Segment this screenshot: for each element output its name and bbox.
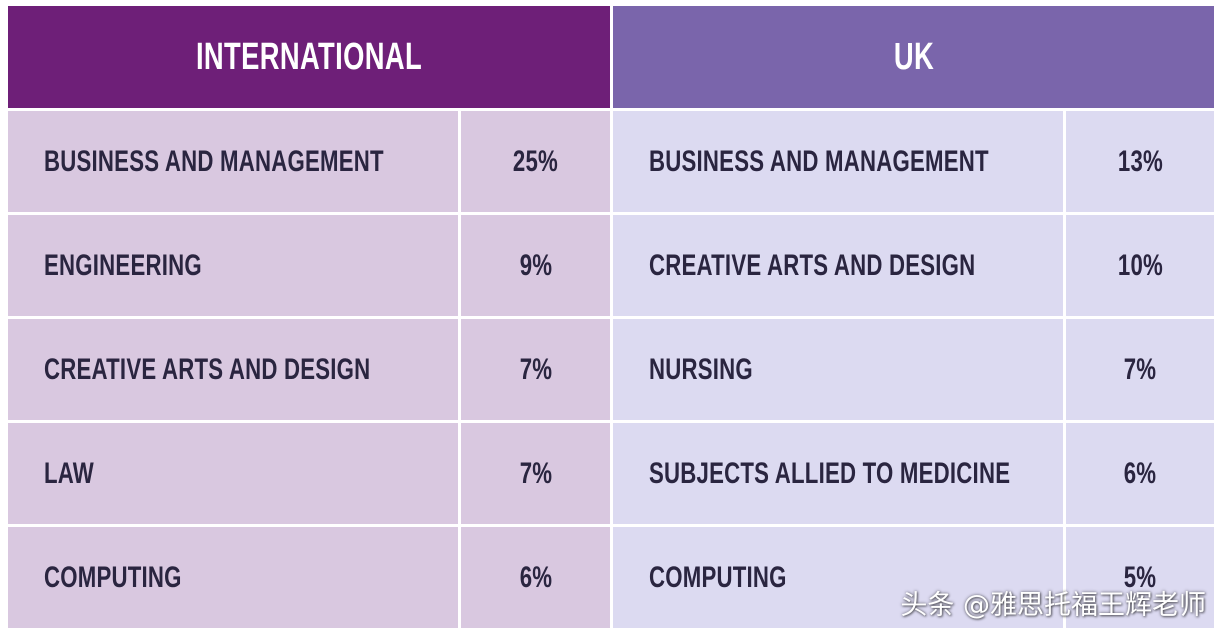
international-share-cell: 7% xyxy=(461,423,610,524)
subject-label: LAW xyxy=(44,456,94,490)
uk-row: BUSINESS AND MANAGEMENT 13% xyxy=(613,111,1214,212)
uk-subject-cell: CREATIVE ARTS AND DESIGN xyxy=(613,215,1063,316)
uk-row: SUBJECTS ALLIED TO MEDICINE 6% xyxy=(613,423,1214,524)
international-heading: INTERNATIONAL xyxy=(195,35,423,78)
uk-share-cell: 7% xyxy=(1066,319,1214,420)
international-subject-cell: ENGINEERING xyxy=(8,215,458,316)
international-subject-cell: BUSINESS AND MANAGEMENT xyxy=(8,111,458,212)
international-row: CREATIVE ARTS AND DESIGN 7% xyxy=(8,319,610,420)
share-value: 10% xyxy=(1117,248,1163,282)
uk-subject-cell: COMPUTING xyxy=(613,527,1063,628)
international-row: BUSINESS AND MANAGEMENT 25% xyxy=(8,111,610,212)
international-share-cell: 6% xyxy=(461,527,610,628)
share-value: 6% xyxy=(519,560,552,594)
uk-share-cell: 6% xyxy=(1066,423,1214,524)
international-share-cell: 9% xyxy=(461,215,610,316)
subject-table: INTERNATIONAL BUSINESS AND MANAGEMENT 25%… xyxy=(8,6,1214,630)
share-value: 9% xyxy=(519,248,552,282)
share-value: 25% xyxy=(512,144,559,178)
subject-label: CREATIVE ARTS AND DESIGN xyxy=(649,248,976,282)
share-value: 6% xyxy=(1123,456,1157,490)
uk-row: CREATIVE ARTS AND DESIGN 10% xyxy=(613,215,1214,316)
international-subject-cell: CREATIVE ARTS AND DESIGN xyxy=(8,319,458,420)
subject-label: CREATIVE ARTS AND DESIGN xyxy=(44,352,371,386)
subject-label: SUBJECTS ALLIED TO MEDICINE xyxy=(649,456,1011,490)
uk-subject-cell: BUSINESS AND MANAGEMENT xyxy=(613,111,1063,212)
share-value: 5% xyxy=(1123,560,1157,594)
uk-share-cell: 13% xyxy=(1066,111,1214,212)
international-row: ENGINEERING 9% xyxy=(8,215,610,316)
international-share-cell: 7% xyxy=(461,319,610,420)
international-row: LAW 7% xyxy=(8,423,610,524)
watermark-text: 头条 @雅思托福王辉老师 xyxy=(900,590,1206,621)
subject-label: BUSINESS AND MANAGEMENT xyxy=(649,144,989,178)
uk-row: COMPUTING 5% xyxy=(613,527,1214,628)
share-value: 7% xyxy=(1123,352,1157,386)
subject-label: COMPUTING xyxy=(44,560,182,594)
uk-row: NURSING 7% xyxy=(613,319,1214,420)
subject-label: ENGINEERING xyxy=(44,248,202,282)
share-value: 13% xyxy=(1117,144,1163,178)
subject-label: BUSINESS AND MANAGEMENT xyxy=(44,144,384,178)
subject-label: NURSING xyxy=(649,352,753,386)
international-header: INTERNATIONAL xyxy=(8,6,610,108)
uk-subject-cell: SUBJECTS ALLIED TO MEDICINE xyxy=(613,423,1063,524)
uk-share-cell: 5% xyxy=(1066,527,1214,628)
international-subject-cell: LAW xyxy=(8,423,458,524)
subject-label: COMPUTING xyxy=(649,560,787,594)
share-value: 7% xyxy=(519,352,552,386)
share-value: 7% xyxy=(519,456,552,490)
international-row: COMPUTING 6% xyxy=(8,527,610,628)
uk-column: UK BUSINESS AND MANAGEMENT 13% CREATIVE AR… xyxy=(613,6,1214,630)
uk-header: UK xyxy=(613,6,1214,108)
uk-subject-cell: NURSING xyxy=(613,319,1063,420)
international-share-cell: 25% xyxy=(461,111,610,212)
international-subject-cell: COMPUTING xyxy=(8,527,458,628)
international-column: INTERNATIONAL BUSINESS AND MANAGEMENT 25%… xyxy=(8,6,610,630)
uk-heading: UK xyxy=(893,35,934,78)
uk-share-cell: 10% xyxy=(1066,215,1214,316)
